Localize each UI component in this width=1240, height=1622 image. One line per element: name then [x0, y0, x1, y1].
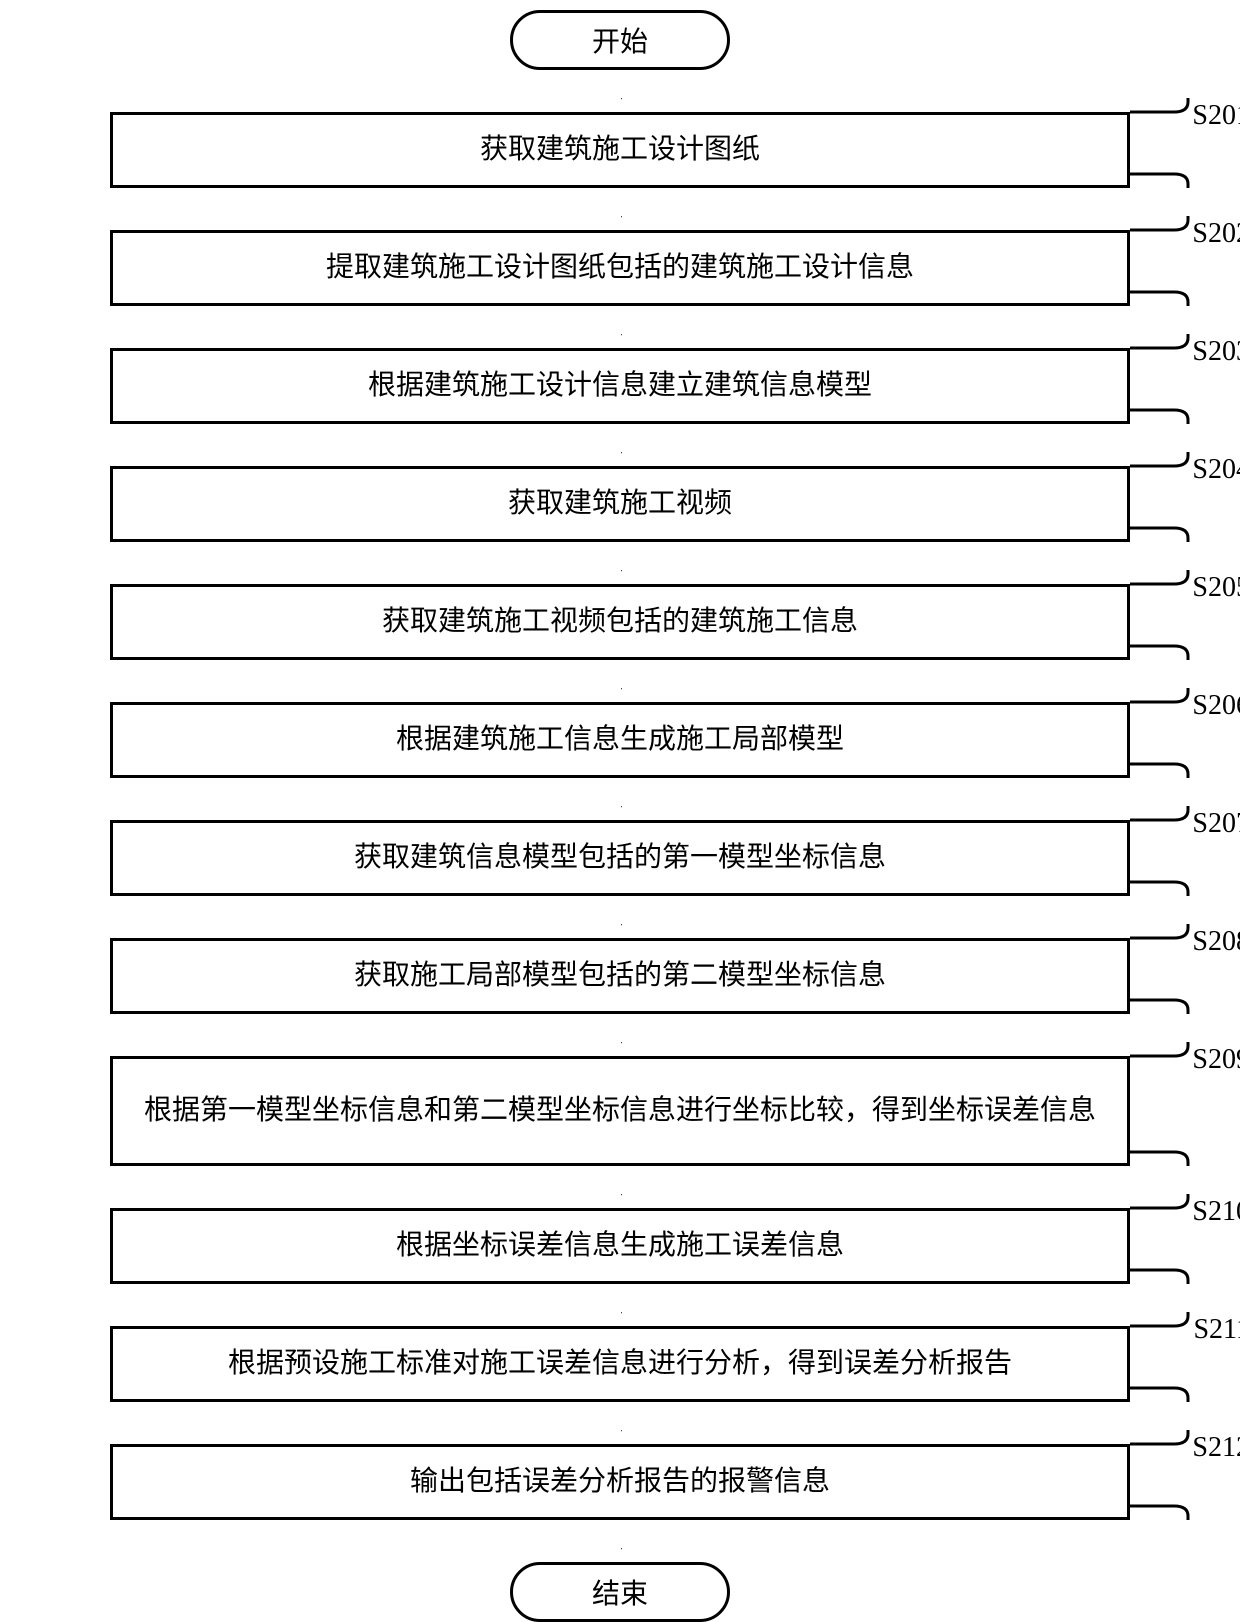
step-label: S210 — [1192, 1196, 1240, 1228]
bracket-icon — [1130, 1312, 1190, 1402]
bracket-icon — [1130, 1194, 1190, 1284]
bracket-icon — [1130, 806, 1190, 896]
step-label: S201 — [1192, 100, 1240, 132]
bracket-icon — [1130, 452, 1190, 542]
arrow — [619, 778, 622, 820]
step-label: S202 — [1192, 218, 1240, 250]
arrow — [619, 1520, 622, 1562]
step-row: 根据预设施工标准对施工误差信息进行分析，得到误差分析报告 S211 — [50, 1326, 1190, 1402]
step-box-s207: 获取建筑信息模型包括的第一模型坐标信息 — [110, 820, 1130, 896]
step-text: 获取建筑信息模型包括的第一模型坐标信息 — [354, 838, 886, 877]
arrow — [619, 306, 622, 348]
step-row: 根据坐标误差信息生成施工误差信息 S210 — [50, 1208, 1190, 1284]
step-label: S209 — [1192, 1044, 1240, 1076]
step-text: 获取建筑施工设计图纸 — [480, 130, 760, 169]
step-box-s209: 根据第一模型坐标信息和第二模型坐标信息进行坐标比较，得到坐标误差信息 — [110, 1056, 1130, 1166]
step-row: 输出包括误差分析报告的报警信息 S212 — [50, 1444, 1190, 1520]
bracket-icon — [1130, 1430, 1190, 1520]
step-box-s210: 根据坐标误差信息生成施工误差信息 — [110, 1208, 1130, 1284]
bracket-icon — [1130, 924, 1190, 1014]
terminator-end: 结束 — [510, 1562, 730, 1622]
arrow — [619, 1014, 622, 1056]
step-row: 获取建筑施工视频包括的建筑施工信息 S205 — [50, 584, 1190, 660]
arrow — [619, 660, 622, 702]
bracket-icon — [1130, 216, 1190, 306]
arrow — [619, 70, 622, 112]
step-row: 提取建筑施工设计图纸包括的建筑施工设计信息 S202 — [50, 230, 1190, 306]
arrow — [619, 1284, 622, 1326]
step-text: 根据第一模型坐标信息和第二模型坐标信息进行坐标比较，得到坐标误差信息 — [144, 1091, 1096, 1130]
step-text: 根据坐标误差信息生成施工误差信息 — [396, 1226, 844, 1265]
bracket-icon — [1130, 570, 1190, 660]
step-row: 获取建筑施工视频 S204 — [50, 466, 1190, 542]
step-box-s211: 根据预设施工标准对施工误差信息进行分析，得到误差分析报告 — [110, 1326, 1130, 1402]
arrow — [619, 1402, 622, 1444]
arrow — [619, 542, 622, 584]
step-row: 获取建筑施工设计图纸 S201 — [50, 112, 1190, 188]
arrow — [619, 896, 622, 938]
step-row: 根据建筑施工设计信息建立建筑信息模型 S203 — [50, 348, 1190, 424]
step-box-s212: 输出包括误差分析报告的报警信息 — [110, 1444, 1130, 1520]
step-text: 获取建筑施工视频包括的建筑施工信息 — [382, 602, 858, 641]
step-text: 获取施工局部模型包括的第二模型坐标信息 — [354, 956, 886, 995]
step-box-s203: 根据建筑施工设计信息建立建筑信息模型 — [110, 348, 1130, 424]
step-text: 根据预设施工标准对施工误差信息进行分析，得到误差分析报告 — [228, 1344, 1012, 1383]
step-text: 获取建筑施工视频 — [508, 484, 732, 523]
step-label: S206 — [1192, 690, 1240, 722]
step-box-s206: 根据建筑施工信息生成施工局部模型 — [110, 702, 1130, 778]
terminator-start-label: 开始 — [592, 20, 648, 60]
arrow — [619, 424, 622, 466]
step-text: 根据建筑施工信息生成施工局部模型 — [396, 720, 844, 759]
bracket-icon — [1130, 98, 1190, 188]
arrow — [619, 188, 622, 230]
terminator-start: 开始 — [510, 10, 730, 70]
terminator-end-label: 结束 — [592, 1572, 648, 1612]
step-label: S204 — [1192, 454, 1240, 486]
step-label: S208 — [1192, 926, 1240, 958]
arrow — [619, 1166, 622, 1208]
bracket-icon — [1130, 688, 1190, 778]
step-box-s201: 获取建筑施工设计图纸 — [110, 112, 1130, 188]
step-row: 获取施工局部模型包括的第二模型坐标信息 S208 — [50, 938, 1190, 1014]
bracket-icon — [1130, 1042, 1190, 1166]
step-label: S207 — [1192, 808, 1240, 840]
step-box-s205: 获取建筑施工视频包括的建筑施工信息 — [110, 584, 1130, 660]
step-row: 获取建筑信息模型包括的第一模型坐标信息 S207 — [50, 820, 1190, 896]
step-text: 输出包括误差分析报告的报警信息 — [410, 1462, 830, 1501]
step-box-s202: 提取建筑施工设计图纸包括的建筑施工设计信息 — [110, 230, 1130, 306]
step-box-s204: 获取建筑施工视频 — [110, 466, 1130, 542]
step-label: S212 — [1192, 1432, 1240, 1464]
step-label: S203 — [1192, 336, 1240, 368]
step-text: 提取建筑施工设计图纸包括的建筑施工设计信息 — [326, 248, 914, 287]
step-label: S205 — [1192, 572, 1240, 604]
step-row: 根据建筑施工信息生成施工局部模型 S206 — [50, 702, 1190, 778]
step-text: 根据建筑施工设计信息建立建筑信息模型 — [368, 366, 872, 405]
step-row: 根据第一模型坐标信息和第二模型坐标信息进行坐标比较，得到坐标误差信息 S209 — [50, 1056, 1190, 1166]
step-box-s208: 获取施工局部模型包括的第二模型坐标信息 — [110, 938, 1130, 1014]
flowchart: 开始 获取建筑施工设计图纸 S201 提取建筑施工设计图纸包括的建筑施工设计信息… — [50, 10, 1190, 1622]
bracket-icon — [1130, 334, 1190, 424]
step-label: S211 — [1193, 1314, 1240, 1346]
